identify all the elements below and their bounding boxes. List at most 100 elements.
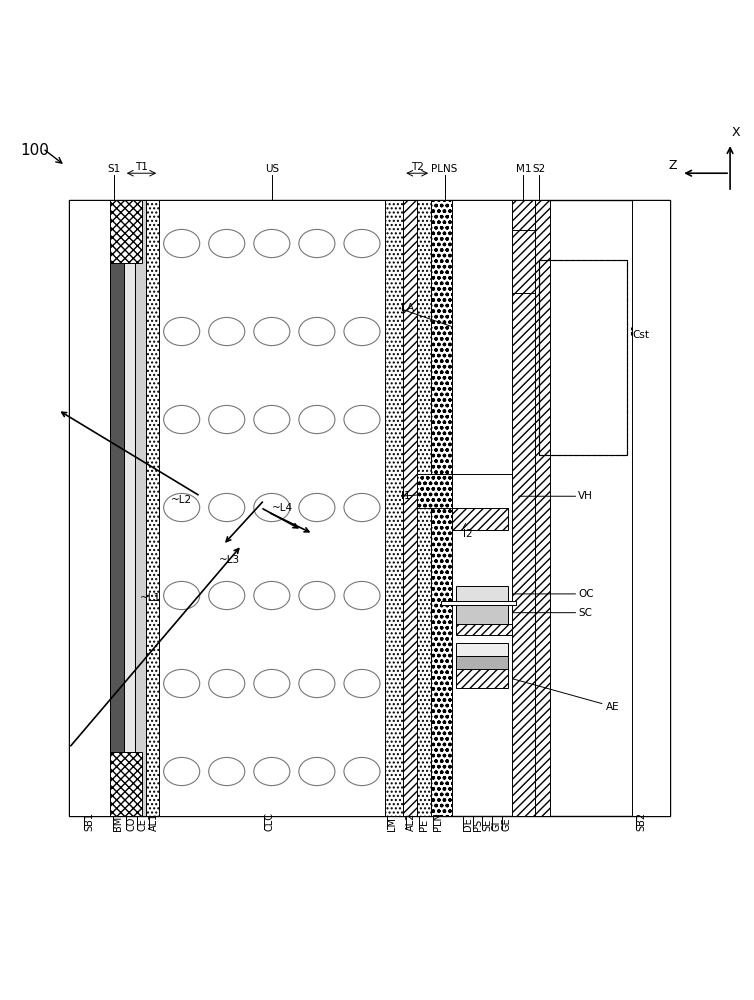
- Text: GE: GE: [501, 817, 512, 831]
- Ellipse shape: [164, 581, 200, 610]
- Ellipse shape: [164, 669, 200, 698]
- Bar: [403, 200, 417, 816]
- Text: M1: M1: [516, 164, 532, 174]
- Bar: [110, 200, 124, 816]
- Ellipse shape: [299, 669, 335, 698]
- Bar: [135, 200, 146, 816]
- Bar: [452, 200, 512, 474]
- Text: ~L3: ~L3: [219, 555, 241, 565]
- Text: T1: T1: [135, 162, 148, 172]
- Ellipse shape: [299, 581, 335, 610]
- Bar: [456, 656, 508, 669]
- Text: X: X: [731, 126, 740, 139]
- Ellipse shape: [254, 493, 290, 522]
- Text: AL1: AL1: [149, 812, 158, 831]
- Ellipse shape: [344, 405, 380, 434]
- Text: PLN: PLN: [434, 812, 443, 831]
- Text: ~L2: ~L2: [170, 495, 192, 505]
- Text: SE: SE: [482, 818, 492, 831]
- Text: ~L4: ~L4: [272, 503, 293, 513]
- Bar: [431, 200, 452, 816]
- Text: Z: Z: [669, 159, 678, 172]
- Bar: [417, 474, 452, 508]
- Bar: [538, 260, 627, 455]
- Text: PLNS: PLNS: [431, 164, 458, 174]
- Text: Cst: Cst: [633, 330, 649, 340]
- Bar: [512, 200, 535, 816]
- Ellipse shape: [164, 493, 200, 522]
- Bar: [110, 752, 142, 816]
- Text: LA: LA: [401, 303, 414, 313]
- Text: BM: BM: [112, 815, 123, 831]
- Ellipse shape: [299, 229, 335, 258]
- Text: CLC: CLC: [265, 812, 274, 831]
- Text: I2: I2: [464, 529, 473, 539]
- Ellipse shape: [344, 669, 380, 698]
- Text: S1: S1: [108, 164, 121, 174]
- Bar: [69, 200, 110, 816]
- Ellipse shape: [209, 229, 245, 258]
- Ellipse shape: [254, 405, 290, 434]
- Text: I1: I1: [401, 491, 411, 501]
- Bar: [417, 200, 431, 816]
- Text: CO: CO: [126, 816, 136, 831]
- Ellipse shape: [209, 757, 245, 786]
- Bar: [456, 669, 508, 688]
- Ellipse shape: [209, 405, 245, 434]
- Text: AL2: AL2: [406, 812, 415, 831]
- Ellipse shape: [299, 317, 335, 346]
- Bar: [385, 200, 403, 816]
- Bar: [538, 260, 627, 455]
- Ellipse shape: [209, 581, 245, 610]
- Text: GI: GI: [492, 820, 502, 831]
- Text: VH: VH: [578, 491, 593, 501]
- Bar: [456, 586, 508, 601]
- Text: SC: SC: [578, 608, 593, 618]
- Bar: [452, 508, 508, 530]
- Bar: [535, 200, 550, 816]
- Ellipse shape: [299, 757, 335, 786]
- Bar: [456, 624, 512, 635]
- Ellipse shape: [164, 757, 200, 786]
- Ellipse shape: [164, 229, 200, 258]
- Text: SB1: SB1: [84, 812, 94, 831]
- Bar: [633, 200, 670, 816]
- Ellipse shape: [254, 581, 290, 610]
- Text: S2: S2: [532, 164, 545, 174]
- Ellipse shape: [344, 493, 380, 522]
- Text: ~L1: ~L1: [140, 593, 161, 603]
- Ellipse shape: [209, 669, 245, 698]
- Ellipse shape: [299, 493, 335, 522]
- Ellipse shape: [164, 317, 200, 346]
- Text: DE: DE: [464, 817, 474, 831]
- Text: PE: PE: [419, 818, 429, 831]
- Bar: [159, 200, 385, 816]
- Ellipse shape: [344, 317, 380, 346]
- Ellipse shape: [164, 405, 200, 434]
- Text: OC: OC: [578, 589, 594, 599]
- Ellipse shape: [344, 229, 380, 258]
- Text: SB2: SB2: [636, 811, 646, 831]
- Text: T2: T2: [411, 162, 424, 172]
- Bar: [512, 230, 535, 293]
- Ellipse shape: [254, 757, 290, 786]
- Text: AE: AE: [606, 702, 620, 712]
- Ellipse shape: [209, 493, 245, 522]
- Ellipse shape: [254, 229, 290, 258]
- Ellipse shape: [209, 317, 245, 346]
- Ellipse shape: [344, 757, 380, 786]
- Text: LM: LM: [387, 817, 397, 831]
- Ellipse shape: [254, 317, 290, 346]
- Bar: [124, 200, 135, 816]
- Text: 100: 100: [20, 143, 49, 158]
- Bar: [456, 601, 508, 624]
- Bar: [456, 643, 508, 656]
- Ellipse shape: [254, 669, 290, 698]
- Text: CE: CE: [137, 818, 147, 831]
- Bar: [69, 200, 670, 816]
- Ellipse shape: [344, 581, 380, 610]
- Ellipse shape: [299, 405, 335, 434]
- Bar: [441, 601, 516, 605]
- Text: PS: PS: [474, 818, 483, 831]
- Bar: [146, 200, 159, 816]
